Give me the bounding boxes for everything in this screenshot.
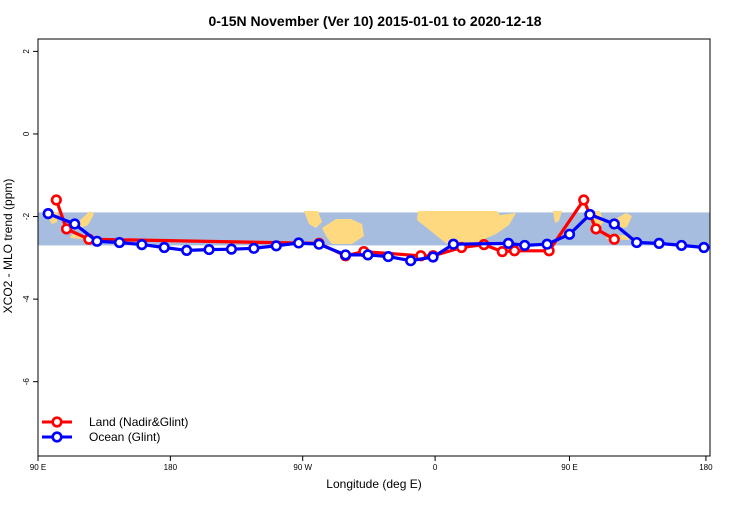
data-point-ocean [181, 244, 193, 256]
data-point-ocean [203, 243, 215, 256]
y-tick-label: -4 [22, 295, 31, 303]
y-tick-label: 2 [22, 49, 31, 54]
data-point-land [508, 245, 521, 257]
series-land-line [54, 198, 616, 258]
data-point-ocean [248, 242, 260, 254]
x-tick-label: 180 [699, 463, 713, 472]
data-point-ocean [91, 235, 103, 247]
data-point-land [50, 194, 62, 206]
data-point-land [60, 223, 73, 235]
data-point-ocean [405, 255, 417, 267]
data-point-ocean [675, 239, 688, 252]
data-point-ocean [608, 218, 620, 230]
legend-land-label: Land (Nadir&Glint) [89, 415, 188, 429]
x-tick-label: 180 [164, 463, 178, 472]
land-central-america [304, 211, 322, 228]
series-layer [42, 194, 710, 267]
data-point-ocean [653, 237, 665, 249]
data-point-ocean [541, 238, 553, 250]
legend-item-land: Land (Nadir&Glint) [42, 415, 188, 429]
x-tick-label: 0 [433, 463, 438, 472]
data-point-ocean [313, 238, 325, 250]
data-point-land [578, 194, 590, 206]
data-point-ocean [136, 239, 148, 251]
data-point-ocean [382, 250, 394, 263]
data-point-ocean [42, 208, 54, 220]
data-point-ocean [293, 237, 305, 249]
data-point-land [496, 246, 508, 258]
land-south-america [322, 219, 364, 244]
x-axis: 90 E 180 90 W 0 90 E 180 [30, 456, 713, 472]
data-point-ocean [447, 238, 460, 250]
data-point-ocean [427, 251, 439, 263]
data-point-ocean [563, 228, 576, 240]
legend-ocean-marker [51, 431, 63, 443]
data-point-ocean [502, 237, 515, 249]
data-point-ocean [631, 236, 643, 249]
data-point-ocean [113, 236, 126, 249]
data-point-ocean [225, 243, 238, 255]
land-india [553, 211, 562, 223]
chart-title: 0-15N November (Ver 10) 2015-01-01 to 20… [208, 13, 541, 29]
data-point-ocean [362, 249, 374, 261]
data-point-ocean [519, 239, 531, 252]
y-tick-label: 0 [22, 131, 31, 136]
y-tick-label: -2 [22, 212, 31, 220]
x-tick-label: 90 E [561, 463, 577, 472]
legend-land-marker [51, 416, 63, 428]
data-point-land [608, 233, 620, 245]
data-point-ocean [339, 249, 352, 261]
data-point-ocean [584, 208, 596, 221]
data-point-land [590, 223, 602, 235]
x-tick-label: 90 E [30, 463, 46, 472]
x-tick-label: 90 W [293, 463, 312, 472]
land-indonesia-west [78, 211, 94, 228]
land-africa [417, 211, 516, 244]
legend-ocean-label: Ocean (Glint) [89, 430, 160, 444]
data-point-ocean [69, 218, 81, 230]
legend-item-ocean: Ocean (Glint) [42, 430, 160, 444]
data-point-ocean [158, 241, 170, 254]
y-axis: 2 0 -2 -4 -6 [22, 49, 38, 386]
data-point-ocean [270, 240, 282, 252]
plot-frame [37, 38, 711, 457]
legend: Land (Nadir&Glint) Ocean (Glint) [42, 415, 188, 444]
data-point-ocean [698, 241, 710, 254]
y-axis-label: XCO2 - MLO trend (ppm) [1, 179, 15, 314]
y-tick-label: -6 [22, 378, 31, 386]
x-axis-label: Longitude (deg E) [326, 477, 421, 491]
series-ocean [42, 208, 710, 267]
